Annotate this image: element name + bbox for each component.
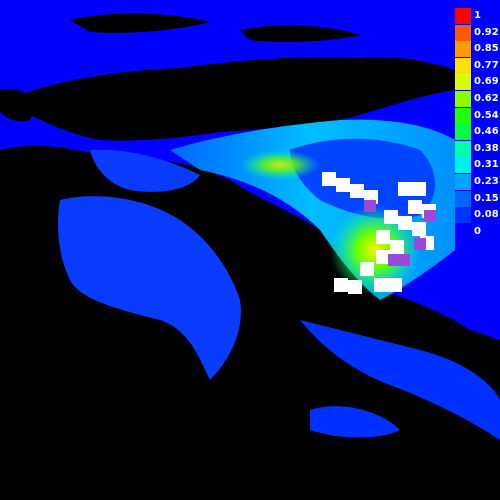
color-scale-legend: 1 0.92 0.85 0.77 0.69 0.62 0.54 0.46 0.38 0.31 0.2… [455,8,499,248]
station-marker-purple [424,210,436,222]
station-markers [322,172,436,294]
legend-swatch [455,74,471,91]
island [70,13,210,33]
legend-label: 0.15 [474,192,499,204]
station-square [398,216,412,230]
legend-swatch [455,174,471,190]
legend-swatch [455,190,471,207]
station-square [374,278,388,292]
legend-label: 0.69 [474,76,499,88]
legend-swatch [455,41,471,58]
bay [90,149,200,192]
station-square [334,278,348,292]
station-square [398,182,412,196]
northern-islands [20,57,455,141]
station-square [412,182,426,196]
station-square [322,172,336,186]
legend-label: 1 [474,10,481,21]
legend-swatch [455,57,471,74]
hot-zone [330,205,420,295]
legend-swatch [455,140,471,157]
station-marker-purple [364,200,376,212]
bay [58,196,241,380]
legend-label: 0.08 [474,209,499,221]
legend-label: 0.23 [474,176,499,187]
legend-swatch [455,8,471,24]
highlighted-markers [364,200,436,266]
legend-swatch [455,207,471,224]
station-square [348,280,362,294]
channel [300,320,500,440]
legend-swatch [455,157,471,174]
station-square [376,250,390,264]
island [240,25,360,43]
deep-basin [290,138,435,220]
legend-label: 0.92 [474,26,499,38]
station-square [384,210,398,224]
station-square [390,240,404,254]
legend-swatch [455,107,471,124]
legend-label: 0.31 [474,159,499,171]
station-marker-purple [388,254,400,266]
hot-zone [240,150,320,180]
station-marker-purple [414,238,426,250]
fjord [310,406,400,438]
legend-label: 0.38 [474,142,499,154]
legend-label: 0.46 [474,126,499,138]
station-square [408,200,422,214]
legend-swatch [455,24,471,41]
station-square [412,222,426,236]
legend-swatch [455,124,471,141]
legend-swatch [455,91,471,107]
legend-swatch [455,223,471,240]
station-square [376,230,390,244]
legend-label: 0.62 [474,93,499,104]
station-marker-purple [398,254,410,266]
station-square [350,184,364,198]
station-square [388,278,402,292]
station-square [336,178,350,192]
station-square [360,262,374,276]
legend-label: 0 [474,225,481,237]
island [0,89,34,122]
legend-label: 0.85 [474,43,499,55]
legend-label: 0.77 [474,59,499,71]
legend-label: 0.54 [474,109,499,121]
